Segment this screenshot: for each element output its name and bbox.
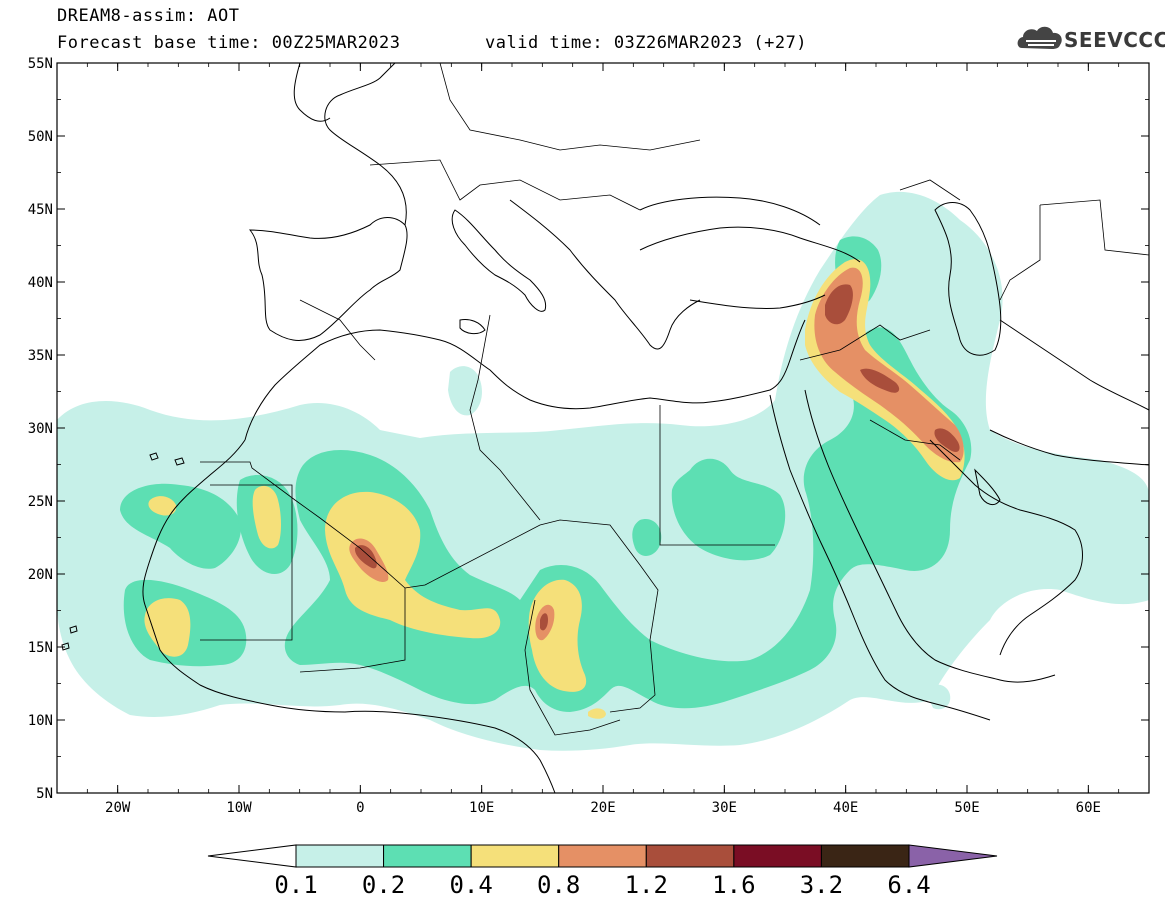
axis-ticks: 20W 10W 0 10E 20E 30E 40E 50E 60E 55N 50N 45N 40N 35N… [28,56,1150,816]
colorbar-swatch [733,844,822,868]
lon-label: 60E [1076,800,1101,816]
lat-label: 30N [28,421,53,437]
lat-label: 5N [36,786,53,802]
lon-label: 20W [105,800,131,816]
lon-label: 0 [356,800,364,816]
colorbar-label: 0.2 [362,871,405,899]
aot-field [57,191,1149,751]
colorbar-label: 1.2 [625,871,668,899]
colorbar-swatch [383,844,472,868]
lat-label: 25N [28,494,53,510]
colorbar-swatch [820,844,910,868]
colorbar-swatch [645,844,735,868]
lon-label: 40E [833,800,858,816]
lat-label: 35N [28,348,53,364]
lat-label: 20N [28,567,53,583]
lat-label: 40N [28,275,53,291]
seevccc-logo [1016,22,1156,58]
colorbar: 0.1 0.2 0.4 0.8 1.2 1.6 3.2 6.4 [207,844,998,899]
lat-label: 45N [28,202,53,218]
colorbar-over [908,844,998,868]
lat-label: 55N [28,56,53,72]
lon-label: 20E [590,800,615,816]
colorbar-label: 1.6 [712,871,755,899]
colorbar-label: 0.8 [537,871,580,899]
colorbar-under [207,844,297,868]
lon-label: 10E [469,800,494,816]
coastlines [61,63,1149,793]
valid-time: valid time: 03Z26MAR2023 (+27) [485,33,808,53]
map-title: DREAM8-assim: AOT [57,6,240,26]
lat-label: 10N [28,713,53,729]
colorbar-swatch [470,844,560,868]
forecast-base-time: Forecast base time: 00Z25MAR2023 [57,33,401,53]
colorbar-swatch [558,844,647,868]
lat-label: 50N [28,129,53,145]
lat-label: 15N [28,640,53,656]
colorbar-label: 0.1 [274,871,317,899]
colorbar-label: 6.4 [887,871,930,899]
lon-label: 30E [712,800,737,816]
logo-text: SEEVCCC [1064,28,1165,52]
lon-label: 50E [954,800,979,816]
cloud-icon [1017,26,1062,49]
aot-level-1.2 [354,284,960,631]
colorbar-label: 3.2 [800,871,843,899]
colorbar-swatch [295,844,385,868]
colorbar-label: 0.4 [449,871,492,899]
lon-label: 10W [226,800,252,816]
